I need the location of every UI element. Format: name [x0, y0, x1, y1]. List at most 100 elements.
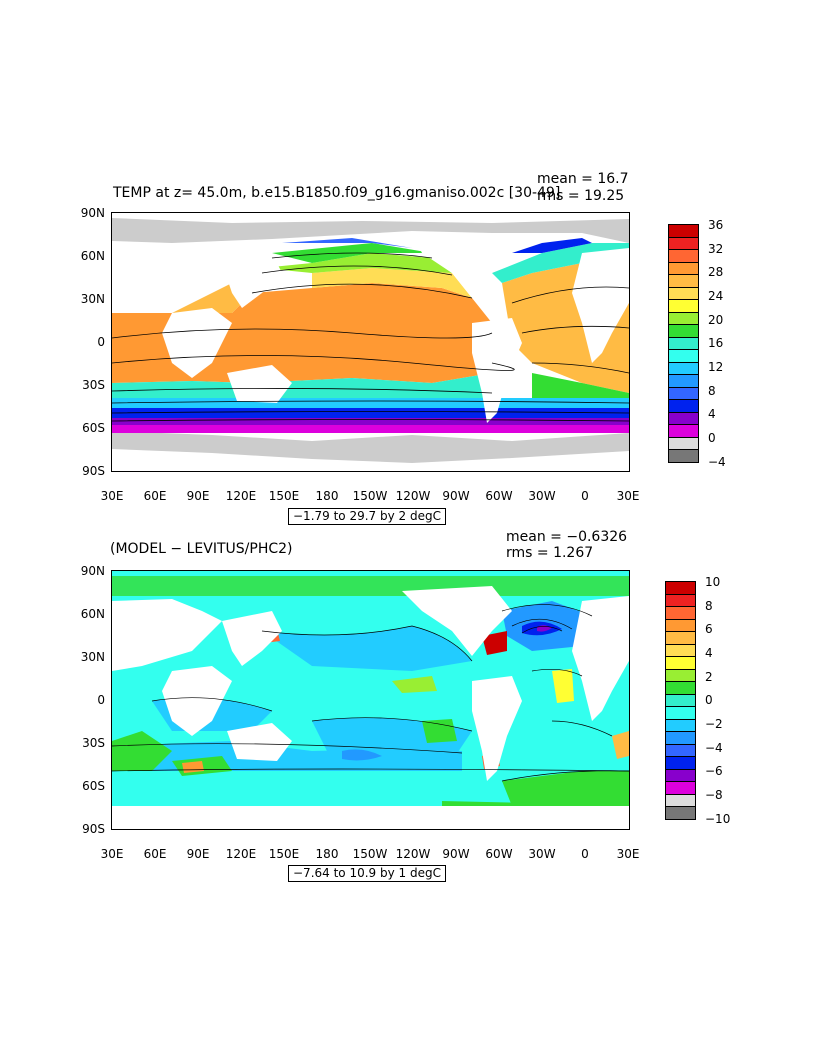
colorbar-swatch [665, 806, 696, 820]
colorbar-swatch [668, 399, 699, 413]
lon-label: 120E [225, 489, 257, 503]
lon-label: 30E [100, 847, 124, 861]
colorbar-label: 0 [708, 431, 716, 445]
lat-label: 30S [82, 378, 105, 392]
colorbar-swatch [665, 581, 696, 595]
lon-label: 30W [528, 847, 556, 861]
colorbar-swatch [665, 756, 696, 770]
colorbar-label: 2 [705, 670, 713, 684]
temperature-map [111, 212, 630, 472]
colorbar-swatch [668, 286, 699, 301]
lat-label: 30N [80, 292, 105, 306]
lat-label: 30S [82, 736, 105, 750]
colorbar-swatch [668, 299, 699, 313]
lon-label: 150E [268, 847, 300, 861]
colorbar-label: 8 [708, 384, 716, 398]
mean-value: mean = −0.6326 [506, 529, 628, 545]
colorbar-swatch [665, 681, 696, 695]
colorbar-swatch [668, 274, 699, 288]
rms-value: rms = 1.267 [506, 545, 594, 561]
colorbar-label: 6 [705, 622, 713, 636]
lon-label: 90E [186, 847, 210, 861]
lon-label: 90E [186, 489, 210, 503]
lat-label: 30N [80, 650, 105, 664]
lat-label: 90S [82, 464, 105, 478]
lon-label: 60W [485, 847, 513, 861]
lon-label: 120W [395, 847, 431, 861]
lon-label: 150W [352, 847, 388, 861]
colorbar-swatch [668, 324, 699, 338]
colorbar-label: 28 [708, 265, 724, 279]
colorbar-swatch [668, 411, 699, 426]
colorbar-swatch [668, 449, 699, 463]
lon-label: 30W [528, 489, 556, 503]
lon-label: 30E [616, 489, 640, 503]
lat-label: 60S [82, 779, 105, 793]
lat-label: 90N [80, 564, 105, 578]
colorbar-label: 4 [708, 407, 716, 421]
lon-label: 120E [225, 847, 257, 861]
colorbar-swatch [665, 718, 696, 733]
colorbar-swatch [668, 224, 699, 238]
colorbar-swatch [665, 781, 696, 795]
colorbar-label: 24 [708, 289, 724, 303]
colorbar-swatch [665, 631, 696, 645]
colorbar-swatch [668, 336, 699, 351]
lon-label: 60W [485, 489, 513, 503]
colorbar-swatch [668, 424, 699, 438]
colorbar-label: 0 [705, 693, 713, 707]
colorbar-swatch [665, 618, 696, 633]
lat-label: 60N [80, 607, 105, 621]
colorbar-swatch [665, 593, 696, 608]
contour-range: −7.64 to 10.9 by 1 degC [288, 865, 446, 882]
lat-label: 60N [80, 249, 105, 263]
colorbar-label: −4 [708, 455, 726, 469]
colorbar-swatch [665, 606, 696, 620]
colorbar [668, 224, 699, 463]
colorbar-label: 10 [705, 575, 721, 589]
lon-label: 180 [315, 489, 339, 503]
colorbar-swatch [668, 436, 699, 451]
colorbar-label: −10 [705, 812, 731, 826]
lon-label: 60E [143, 489, 167, 503]
colorbar-label: −4 [705, 741, 723, 755]
lat-label: 60S [82, 421, 105, 435]
colorbar-label: 12 [708, 360, 724, 374]
colorbar-label: −6 [705, 764, 723, 778]
lon-label: 120W [395, 489, 431, 503]
colorbar-swatch [668, 361, 699, 376]
colorbar-swatch [665, 693, 696, 708]
lon-label: 150E [268, 489, 300, 503]
contour-range: −1.79 to 29.7 by 2 degC [288, 508, 446, 525]
colorbar-swatch [668, 386, 699, 401]
colorbar-label: 32 [708, 242, 724, 256]
colorbar-label: 8 [705, 599, 713, 613]
colorbar-label: 16 [708, 336, 724, 350]
lat-label: 90N [80, 206, 105, 220]
lon-label: 150W [352, 489, 388, 503]
lat-label: 90S [82, 822, 105, 836]
lat-label: 0 [97, 693, 105, 707]
colorbar-swatch [665, 706, 696, 720]
colorbar-label: −8 [705, 788, 723, 802]
colorbar-swatch [668, 311, 699, 326]
colorbar [665, 581, 696, 820]
lon-label: 0 [581, 489, 589, 503]
colorbar-swatch [665, 731, 696, 745]
colorbar-swatch [668, 374, 699, 388]
colorbar-label: 36 [708, 218, 724, 232]
colorbar-swatch [665, 793, 696, 808]
colorbar-label: 20 [708, 313, 724, 327]
colorbar-swatch [665, 668, 696, 683]
colorbar-swatch [668, 261, 699, 276]
lon-label: 30E [100, 489, 124, 503]
lon-label: 30E [616, 847, 640, 861]
panel-title: TEMP at z= 45.0m, b.e15.B1850.f09_g16.gm… [113, 185, 561, 201]
lon-label: 60E [143, 847, 167, 861]
lat-label: 0 [97, 335, 105, 349]
colorbar-label: −2 [705, 717, 723, 731]
colorbar-swatch [665, 643, 696, 658]
colorbar-label: 4 [705, 646, 713, 660]
lon-label: 0 [581, 847, 589, 861]
colorbar-swatch [665, 656, 696, 670]
